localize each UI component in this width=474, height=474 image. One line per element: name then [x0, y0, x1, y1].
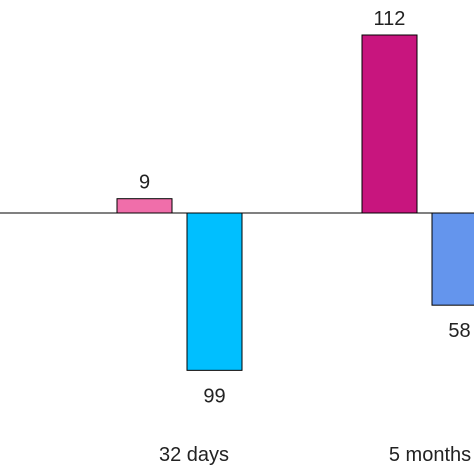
- category-label-2: 5 months: [389, 444, 471, 466]
- data-label-s2-cat2: 58: [448, 320, 470, 342]
- bar-s2-cat2: [431, 212, 474, 306]
- category-label-1: 32 days: [159, 444, 229, 466]
- bar-s1-cat1: [116, 198, 173, 214]
- data-label-s1-cat2: 112: [374, 8, 406, 30]
- category-labels-group: 32 days 5 months: [159, 444, 471, 466]
- data-labels-group: 9 112 99 58: [139, 8, 471, 407]
- data-label-s2-cat1: 99: [203, 385, 225, 407]
- bars-group: [116, 34, 474, 371]
- data-label-s1-cat1: 9: [139, 172, 150, 194]
- bar-s1-cat2: [361, 34, 418, 214]
- bar-s2-cat1: [186, 212, 243, 371]
